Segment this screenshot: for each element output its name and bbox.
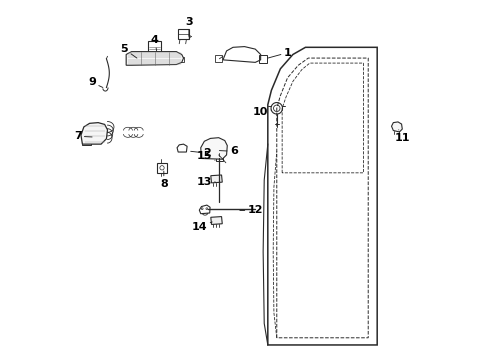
Text: 5: 5 xyxy=(121,44,137,58)
Bar xyxy=(180,57,184,62)
Polygon shape xyxy=(210,217,222,225)
Polygon shape xyxy=(210,175,222,183)
Bar xyxy=(126,57,130,62)
Bar xyxy=(178,30,188,40)
Bar xyxy=(147,41,161,51)
Polygon shape xyxy=(391,122,402,132)
Text: 7: 7 xyxy=(74,131,92,141)
Bar xyxy=(156,163,167,173)
Polygon shape xyxy=(201,138,227,159)
Text: 4: 4 xyxy=(151,35,159,51)
Text: 6: 6 xyxy=(219,146,237,156)
Text: 9: 9 xyxy=(88,77,102,87)
Polygon shape xyxy=(81,123,107,144)
Bar xyxy=(82,138,91,145)
Polygon shape xyxy=(126,51,183,65)
Bar xyxy=(258,55,266,63)
Text: 11: 11 xyxy=(394,130,409,143)
Text: 15: 15 xyxy=(196,150,215,161)
Bar xyxy=(215,156,223,161)
Bar xyxy=(215,55,221,62)
Text: 1: 1 xyxy=(267,48,291,58)
Text: 2: 2 xyxy=(190,148,210,158)
Text: 10: 10 xyxy=(252,107,271,117)
Text: 14: 14 xyxy=(191,222,212,231)
Text: 13: 13 xyxy=(196,177,215,187)
Text: 8: 8 xyxy=(160,171,167,189)
Text: 12: 12 xyxy=(239,206,263,216)
Text: 3: 3 xyxy=(185,17,192,37)
